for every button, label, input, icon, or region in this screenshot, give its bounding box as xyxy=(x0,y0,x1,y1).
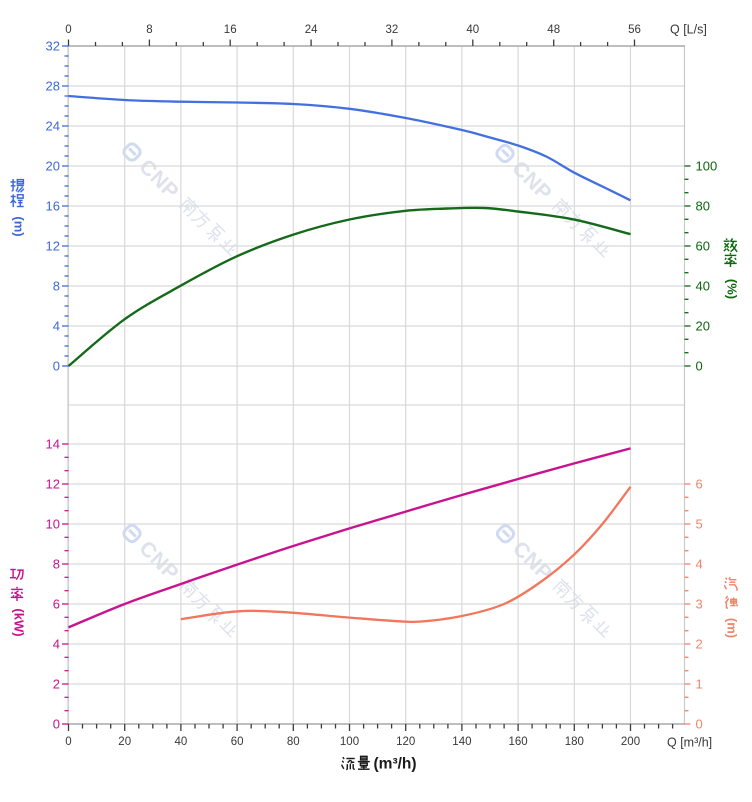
svg-text:80: 80 xyxy=(287,736,300,748)
svg-text:48: 48 xyxy=(547,24,560,36)
svg-text:0: 0 xyxy=(65,24,71,36)
svg-text:10: 10 xyxy=(46,517,60,532)
svg-text:20: 20 xyxy=(46,159,60,174)
svg-text:4: 4 xyxy=(53,637,60,652)
svg-text:20: 20 xyxy=(118,736,131,748)
svg-text:(%): (%) xyxy=(725,279,740,299)
svg-text:0: 0 xyxy=(696,359,703,374)
svg-text:4: 4 xyxy=(53,319,60,334)
svg-text:0: 0 xyxy=(65,736,71,748)
svg-text:4: 4 xyxy=(696,557,703,572)
svg-text:120: 120 xyxy=(396,736,415,748)
svg-text:40: 40 xyxy=(696,279,710,294)
svg-text:0: 0 xyxy=(53,359,60,374)
svg-text:(m): (m) xyxy=(12,216,27,236)
svg-text:Q [m³/h]: Q [m³/h] xyxy=(667,736,712,750)
svg-text:200: 200 xyxy=(621,736,640,748)
svg-text:(m³/h): (m³/h) xyxy=(374,756,417,773)
svg-text:5: 5 xyxy=(696,517,703,532)
svg-text:24: 24 xyxy=(305,24,318,36)
svg-text:1: 1 xyxy=(696,677,703,692)
svg-text:8: 8 xyxy=(146,24,152,36)
svg-text:0: 0 xyxy=(53,717,60,732)
svg-text:40: 40 xyxy=(175,736,188,748)
svg-text:80: 80 xyxy=(696,199,710,214)
svg-text:40: 40 xyxy=(466,24,479,36)
svg-text:(m): (m) xyxy=(725,618,740,638)
svg-text:12: 12 xyxy=(46,239,60,254)
svg-text:8: 8 xyxy=(53,279,60,294)
svg-text:6: 6 xyxy=(53,597,60,612)
svg-text:140: 140 xyxy=(452,736,471,748)
svg-text:160: 160 xyxy=(509,736,528,748)
svg-text:56: 56 xyxy=(628,24,641,36)
svg-text:24: 24 xyxy=(46,119,60,134)
svg-text:8: 8 xyxy=(53,557,60,572)
svg-text:16: 16 xyxy=(224,24,237,36)
svg-text:(kW): (kW) xyxy=(12,608,27,636)
svg-text:28: 28 xyxy=(46,79,60,94)
svg-text:180: 180 xyxy=(565,736,584,748)
svg-text:Q [L/s]: Q [L/s] xyxy=(670,23,707,37)
svg-text:16: 16 xyxy=(46,199,60,214)
svg-text:100: 100 xyxy=(340,736,359,748)
svg-text:0: 0 xyxy=(696,717,703,732)
svg-text:100: 100 xyxy=(696,159,718,174)
svg-text:60: 60 xyxy=(231,736,244,748)
svg-text:20: 20 xyxy=(696,319,710,334)
svg-text:6: 6 xyxy=(696,477,703,492)
svg-text:3: 3 xyxy=(696,597,703,612)
svg-text:14: 14 xyxy=(46,437,60,452)
svg-text:32: 32 xyxy=(386,24,399,36)
svg-text:32: 32 xyxy=(46,39,60,54)
svg-text:60: 60 xyxy=(696,239,710,254)
svg-text:12: 12 xyxy=(46,477,60,492)
svg-text:2: 2 xyxy=(53,677,60,692)
svg-text:2: 2 xyxy=(696,637,703,652)
